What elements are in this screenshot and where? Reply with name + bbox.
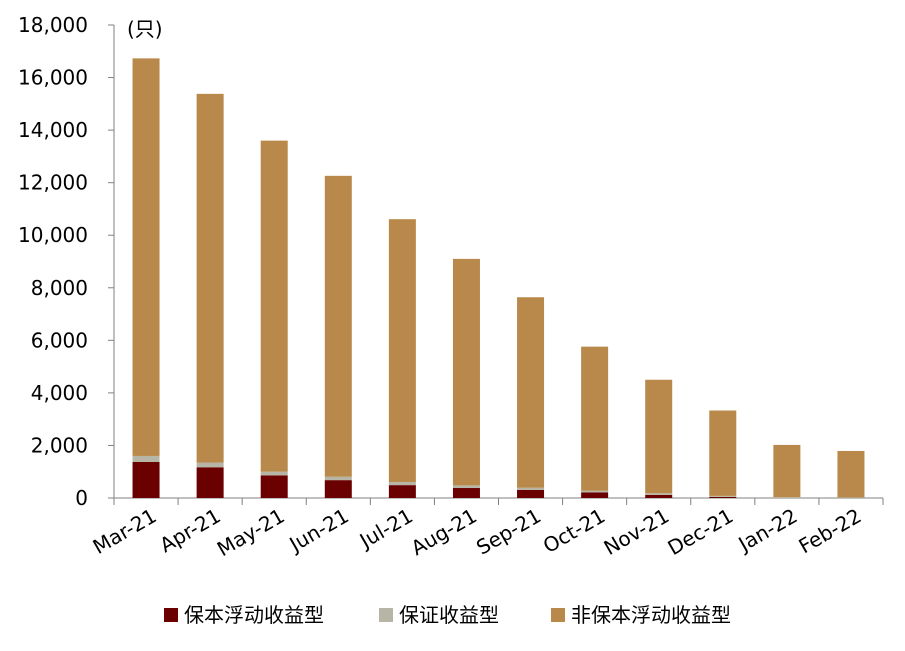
bar-segment-series-2 (837, 450, 865, 498)
y-tick-label: 0 (75, 486, 88, 510)
bar-segment-series-2 (517, 297, 545, 488)
bar-segment-series-2 (581, 346, 609, 491)
y-tick-label: 6,000 (31, 328, 88, 352)
bar-segment-series-0 (388, 485, 416, 498)
bar-segment-series-1 (324, 476, 352, 481)
bar-segment-series-2 (709, 410, 737, 496)
y-tick-label: 16,000 (18, 66, 88, 90)
legend-swatch (379, 608, 393, 622)
y-tick-label: 14,000 (18, 118, 88, 142)
bar-segment-series-0 (260, 475, 288, 498)
bar-segment-series-1 (196, 462, 224, 468)
bar-segment-series-0 (645, 494, 673, 498)
x-tick-label: Apr-21 (155, 504, 224, 558)
x-tick-label: Dec-21 (663, 504, 737, 560)
bar-segment-series-2 (645, 379, 673, 494)
y-tick-label: 8,000 (31, 276, 88, 300)
bar-segment-series-1 (581, 490, 609, 493)
bar-segment-series-1 (709, 495, 737, 497)
bar-segment-series-2 (132, 58, 160, 456)
bar-segment-series-0 (452, 488, 480, 498)
y-tick-label: 4,000 (31, 381, 88, 405)
legend: 保本浮动收益型 保证收益型 非保本浮动收益型 (164, 603, 731, 627)
x-tick-label: Aug-21 (407, 504, 481, 561)
bar-segment-series-2 (260, 140, 288, 472)
bar-segment-series-2 (324, 175, 352, 477)
y-tick-label: 12,000 (18, 171, 88, 195)
bar-segment-series-2 (196, 93, 224, 463)
bar-segment-series-0 (196, 467, 224, 498)
bar-segment-series-0 (324, 480, 352, 498)
legend-swatch (551, 608, 565, 622)
bar-segment-series-2 (773, 444, 801, 498)
y-tick-label: 18,000 (18, 13, 88, 37)
x-tick-label: May-21 (213, 504, 289, 562)
y-tick-label: 2,000 (31, 433, 88, 457)
legend-label: 保本浮动收益型 (184, 603, 324, 627)
x-tick-label: Jan-22 (733, 504, 802, 558)
x-tick-label: Mar-21 (89, 504, 161, 559)
bar-segment-series-1 (773, 497, 801, 498)
bar-segment-series-1 (260, 471, 288, 476)
bar-segment-series-1 (388, 481, 416, 486)
bars (132, 58, 865, 498)
y-axis: 0 2,000 4,000 6,000 8,000 10,000 12,000 14,000 1… (18, 13, 115, 510)
legend-swatch (164, 608, 178, 622)
bar-segment-series-1 (452, 485, 480, 489)
bar-segment-series-0 (517, 489, 545, 498)
legend-label: 保证收益型 (399, 603, 499, 627)
bar-segment-series-2 (452, 258, 480, 486)
bar-segment-series-1 (645, 493, 673, 495)
x-tick-label: Oct-21 (539, 504, 609, 558)
bar-segment-series-1 (837, 497, 865, 498)
bar-segment-series-0 (581, 492, 609, 498)
x-tick-label: Sep-21 (472, 504, 545, 560)
bar-segment-series-1 (132, 455, 160, 462)
y-tick-label: 10,000 (18, 223, 88, 247)
x-tick-label: Jul-21 (354, 504, 417, 554)
x-tick-label: Nov-21 (600, 504, 674, 560)
legend-label: 非保本浮动收益型 (571, 603, 731, 627)
bar-segment-series-1 (517, 487, 545, 490)
bar-segment-series-0 (132, 461, 160, 498)
x-tick-label: Jun-21 (284, 504, 353, 558)
bar-segment-series-0 (709, 496, 737, 498)
x-tick-label: Feb-22 (795, 504, 866, 559)
y-unit-label: (只) (127, 17, 163, 41)
bar-segment-series-2 (388, 219, 416, 482)
